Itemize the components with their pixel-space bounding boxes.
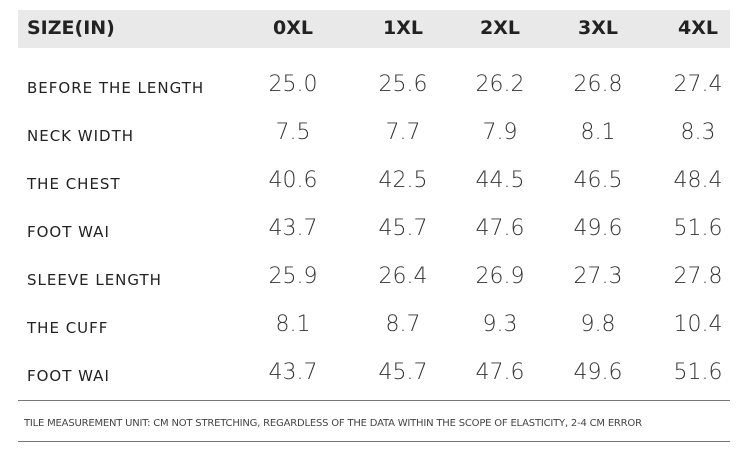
column-header: 1XL	[383, 17, 423, 39]
cell-value: 8.1	[275, 312, 311, 337]
column-header: SIZE(IN)	[27, 17, 115, 39]
cell-value: 8.3	[680, 120, 716, 145]
row-label: NECK WIDTH	[27, 127, 135, 145]
cell-value: 47.6	[475, 216, 525, 241]
cell-value: 9.8	[580, 312, 616, 337]
cell-value: 51.6	[673, 360, 723, 385]
row-label: SLEEVE LENGTH	[27, 271, 162, 289]
cell-value: 8.1	[580, 120, 616, 145]
column-header: 2XL	[480, 17, 520, 39]
cell-value: 25.9	[268, 264, 318, 289]
cell-value: 8.7	[385, 312, 421, 337]
cell-value: 9.3	[482, 312, 518, 337]
cell-value: 45.7	[378, 216, 428, 241]
row-label: FOOT WAI	[27, 367, 110, 385]
cell-value: 49.6	[573, 360, 623, 385]
column-header: 4XL	[678, 17, 718, 39]
cell-value: 49.6	[573, 216, 623, 241]
cell-value: 25.6	[378, 72, 428, 97]
cell-value: 42.5	[378, 168, 428, 193]
row-label: THE CHEST	[27, 175, 121, 193]
column-header: 3XL	[578, 17, 618, 39]
divider	[18, 400, 730, 401]
header-band	[18, 10, 730, 48]
row-label: THE CUFF	[27, 319, 109, 337]
row-label: BEFORE THE LENGTH	[27, 79, 205, 97]
cell-value: 27.3	[573, 264, 623, 289]
cell-value: 7.5	[275, 120, 311, 145]
note: TILE MEASUREMENT UNIT: CM NOT STRETCHING…	[24, 418, 642, 429]
cell-value: 26.8	[573, 72, 623, 97]
cell-value: 26.2	[475, 72, 525, 97]
cell-value: 48.4	[673, 168, 723, 193]
cell-value: 46.5	[573, 168, 623, 193]
cell-value: 27.4	[673, 72, 723, 97]
cell-value: 45.7	[378, 360, 428, 385]
cell-value: 43.7	[268, 360, 318, 385]
cell-value: 43.7	[268, 216, 318, 241]
cell-value: 26.9	[475, 264, 525, 289]
cell-value: 40.6	[268, 168, 318, 193]
divider	[18, 441, 730, 442]
cell-value: 7.7	[385, 120, 421, 145]
row-label: FOOT WAI	[27, 223, 110, 241]
cell-value: 27.8	[673, 264, 723, 289]
cell-value: 44.5	[475, 168, 525, 193]
column-header: 0XL	[273, 17, 313, 39]
cell-value: 51.6	[673, 216, 723, 241]
cell-value: 10.4	[673, 312, 723, 337]
cell-value: 25.0	[268, 72, 318, 97]
cell-value: 7.9	[482, 120, 518, 145]
cell-value: 47.6	[475, 360, 525, 385]
cell-value: 26.4	[378, 264, 428, 289]
